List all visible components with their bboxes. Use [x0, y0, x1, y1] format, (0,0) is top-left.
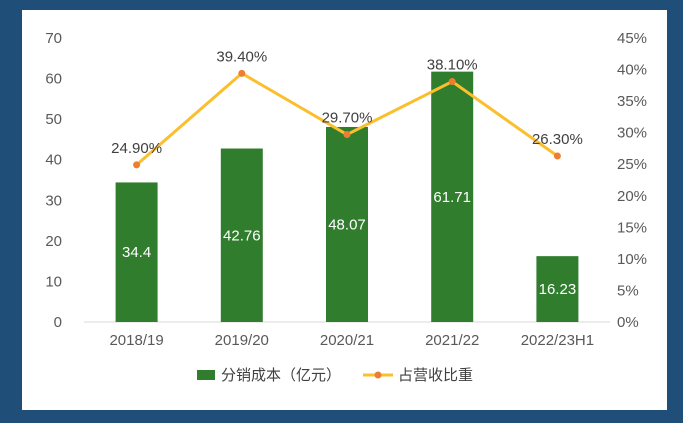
line-point: [343, 131, 351, 139]
bar: [536, 256, 579, 322]
right-axis-tick-label: 30%: [617, 125, 647, 142]
line-value-label: 39.40%: [216, 48, 267, 65]
line-series: [133, 69, 561, 169]
legend-bar-label: 分销成本（亿元）: [221, 367, 341, 384]
line-value-label: 24.90%: [111, 140, 162, 157]
bar-value-label: 16.23: [539, 281, 577, 298]
legend-bar-swatch: [197, 370, 215, 380]
bar-value-label: 42.76: [223, 227, 261, 244]
left-axis-tick-label: 40: [45, 152, 62, 169]
right-axis-tick-label: 45%: [617, 30, 647, 47]
left-axis-tick-label: 20: [45, 233, 62, 250]
left-axis-ticks: 0 10 20 30 40 50 60 70: [45, 30, 62, 331]
category-labels: 2018/19 2019/20 2020/21 2021/22 2022/23H1: [109, 332, 594, 349]
bar-value-label: 48.07: [328, 216, 366, 233]
line-point: [553, 152, 561, 160]
category-label: 2022/23H1: [521, 332, 594, 349]
bar: [115, 182, 158, 322]
left-axis-tick-label: 50: [45, 111, 62, 128]
category-label: 2020/21: [320, 332, 374, 349]
bar-value-label: 34.4: [122, 244, 151, 261]
bar-data-labels: 34.4 42.76 48.07 61.71 16.23: [122, 189, 576, 298]
bar: [326, 126, 368, 322]
line-point: [448, 78, 456, 86]
legend: 分销成本（亿元） 占营收比重: [197, 367, 473, 384]
right-axis-tick-label: 10%: [617, 251, 647, 268]
legend-line-marker: [374, 371, 382, 379]
line-value-label: 38.10%: [427, 57, 478, 74]
bar: [431, 71, 474, 322]
category-label: 2021/22: [425, 332, 479, 349]
line-value-label: 29.70%: [322, 110, 373, 127]
right-axis-tick-label: 20%: [617, 188, 647, 205]
left-axis-tick-label: 0: [54, 314, 62, 331]
left-axis-tick-label: 60: [45, 71, 62, 88]
left-axis-tick-label: 10: [45, 273, 62, 290]
right-axis-tick-label: 40%: [617, 62, 647, 79]
bar-series: [115, 71, 579, 322]
right-axis-tick-label: 0%: [617, 314, 639, 331]
line-value-label: 26.30%: [532, 131, 583, 148]
category-label: 2019/20: [215, 332, 269, 349]
left-axis-tick-label: 70: [45, 30, 62, 47]
right-axis-tick-label: 15%: [617, 219, 647, 236]
right-axis-ticks: 0% 5% 10% 15% 20% 25% 30% 35% 40% 45%: [617, 30, 647, 331]
line-data-labels: 24.90% 39.40% 29.70% 38.10% 26.30%: [111, 48, 583, 157]
legend-line-label: 占营收比重: [398, 367, 473, 384]
line-point: [133, 161, 141, 169]
bar-value-label: 61.71: [433, 189, 471, 206]
right-axis-tick-label: 35%: [617, 93, 647, 110]
right-axis-tick-label: 25%: [617, 156, 647, 173]
line-point: [238, 69, 246, 77]
left-axis-tick-label: 30: [45, 192, 62, 209]
bar: [220, 148, 263, 322]
right-axis-tick-label: 5%: [617, 282, 639, 299]
category-label: 2018/19: [109, 332, 163, 349]
